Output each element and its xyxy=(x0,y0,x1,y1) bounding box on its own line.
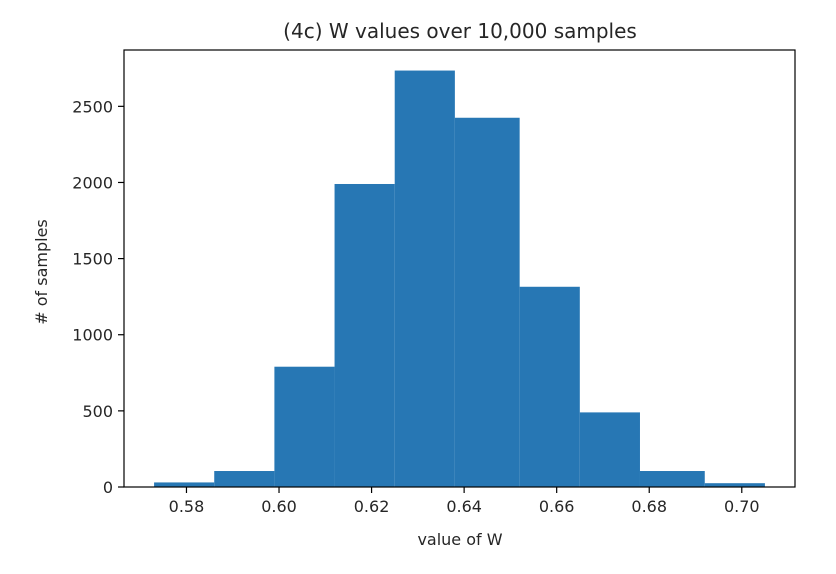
histogram-bar xyxy=(519,286,580,487)
histogram-bar xyxy=(639,471,705,487)
histogram-bar xyxy=(274,366,335,487)
y-axis-ticks: 0 500 1000 1500 2000 2500 xyxy=(72,97,124,497)
y-tick-label: 1000 xyxy=(72,326,113,345)
x-tick-label: 0.64 xyxy=(446,497,482,516)
y-tick-label: 2000 xyxy=(72,173,113,192)
histogram-bar xyxy=(334,183,395,487)
histogram-bar xyxy=(704,483,765,487)
histogram-bar xyxy=(454,117,520,487)
plot-frame xyxy=(123,49,796,488)
x-tick-label: 0.62 xyxy=(354,497,390,516)
bars-group xyxy=(154,70,765,487)
x-tick-label: 0.66 xyxy=(539,497,575,516)
x-tick-label: 0.70 xyxy=(724,497,760,516)
histogram-bar xyxy=(214,471,275,487)
y-tick-label: 0 xyxy=(103,478,113,497)
y-axis-title: # of samples xyxy=(32,219,51,325)
histogram-bar xyxy=(579,412,640,487)
x-axis-title: value of W xyxy=(417,530,502,549)
x-tick-label: 0.68 xyxy=(631,497,667,516)
chart-title: (4c) W values over 10,000 samples xyxy=(283,19,637,43)
y-tick-label: 500 xyxy=(82,402,113,421)
x-axis-ticks: 0.58 0.60 0.62 0.64 0.66 0.68 0.70 xyxy=(169,487,760,516)
y-tick-label: 1500 xyxy=(72,250,113,269)
x-tick-label: 0.58 xyxy=(169,497,205,516)
histogram-bar xyxy=(394,70,455,487)
y-tick-label: 2500 xyxy=(72,97,113,116)
histogram-bar xyxy=(154,482,215,487)
x-tick-label: 0.60 xyxy=(261,497,297,516)
